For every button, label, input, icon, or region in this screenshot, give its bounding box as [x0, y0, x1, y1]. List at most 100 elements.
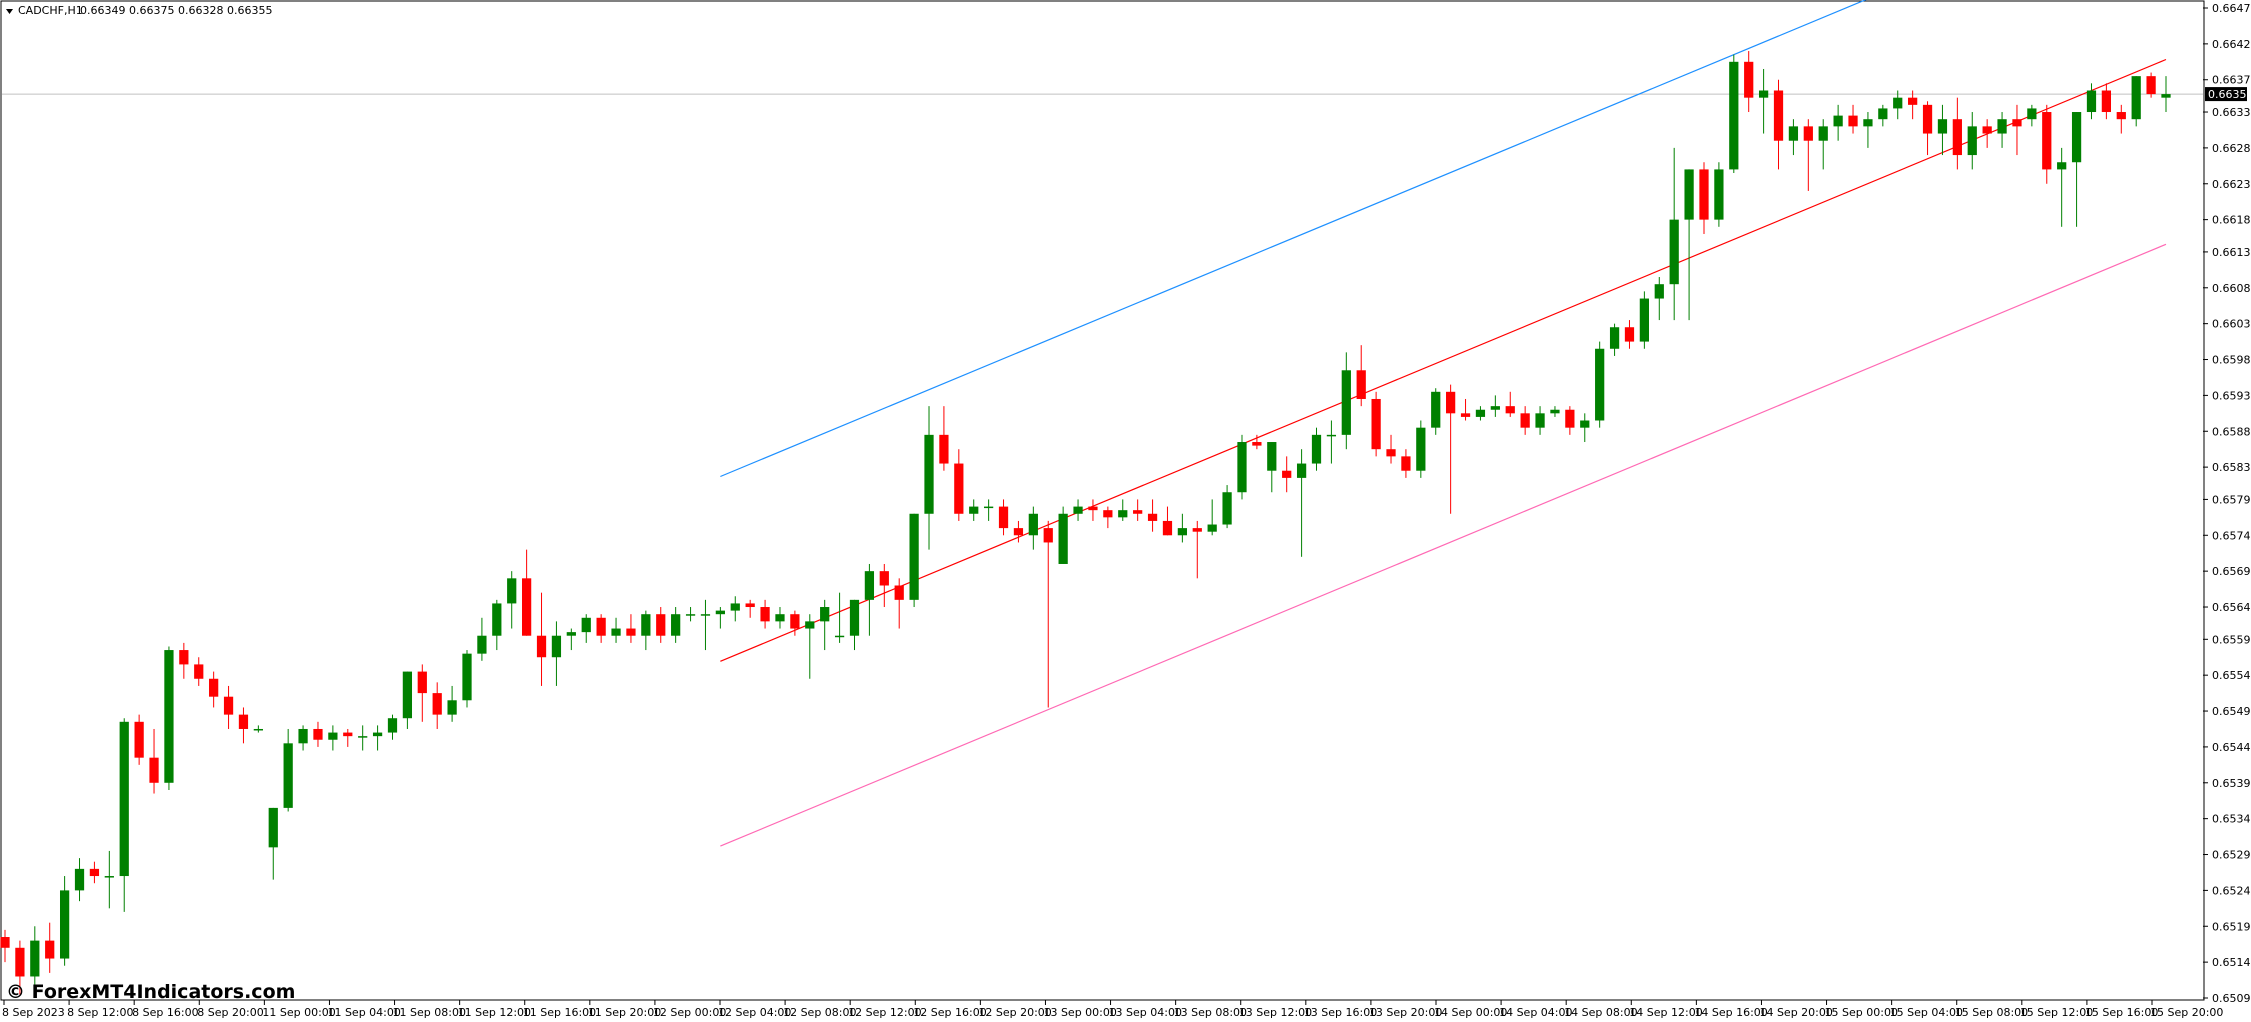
candle: [1833, 104, 1843, 141]
candle-body: [775, 614, 785, 622]
candle: [1773, 79, 1784, 170]
candle-body: [45, 940, 55, 959]
candle: [1729, 54, 1739, 173]
candle: [2131, 76, 2141, 127]
x-tick-label: 15 Sep 16:00: [2085, 1006, 2158, 1019]
candle: [0, 929, 10, 963]
candle: [1669, 147, 1679, 321]
candle: [1758, 68, 1769, 134]
candle: [492, 599, 502, 651]
candle-body: [1893, 97, 1903, 109]
candle: [775, 607, 785, 629]
candle: [1043, 520, 1053, 708]
candle-body: [566, 632, 576, 636]
candle: [894, 578, 904, 629]
candle-body: [1356, 370, 1366, 399]
candle-body: [1222, 492, 1232, 525]
candles-layer: [0, 51, 2171, 995]
candle: [1952, 97, 1962, 170]
candle: [1386, 434, 1396, 464]
candle-body: [1371, 398, 1381, 450]
candle: [1013, 520, 1024, 543]
candle: [328, 725, 338, 751]
candle: [1267, 442, 1277, 493]
candle-body: [89, 868, 100, 877]
candle: [462, 650, 472, 708]
candle: [313, 721, 323, 747]
candle: [15, 940, 25, 995]
channel-middle-line: [720, 58, 2167, 662]
candle: [522, 549, 532, 636]
y-tick-label: 0.66135: [2212, 246, 2251, 259]
candle-body: [1267, 442, 1277, 471]
candle-body: [358, 736, 368, 738]
y-tick-label: 0.65835: [2212, 461, 2251, 474]
candle: [507, 571, 517, 629]
candle: [909, 513, 919, 608]
x-tick-label: 12 Sep 04:00: [718, 1006, 791, 1019]
plot-frame: [0, 0, 2205, 1001]
candle: [268, 807, 278, 880]
candle: [1088, 499, 1098, 521]
x-tick-label: 11 Sep 00:00: [262, 1006, 335, 1019]
candle: [432, 682, 442, 729]
candle-body: [1192, 528, 1202, 532]
candle-body: [685, 614, 696, 616]
candle-body: [432, 693, 442, 715]
x-tick-label: 14 Sep 12:00: [1629, 1006, 1702, 1019]
candle: [253, 725, 263, 733]
candle-body: [2027, 108, 2037, 120]
candle: [1058, 506, 1068, 564]
candle-body: [328, 732, 338, 740]
candle: [1028, 506, 1038, 550]
ohlc-values: 0.66349 0.66375 0.66328 0.66355: [80, 4, 272, 17]
candle-body: [283, 743, 293, 808]
candle-body: [164, 650, 174, 783]
current-price-badge: [2205, 87, 2247, 102]
candle-body: [1982, 126, 1992, 134]
candle-body: [268, 807, 278, 848]
candle: [2042, 104, 2052, 184]
y-tick-label: 0.65985: [2212, 354, 2251, 367]
candle-body: [477, 635, 487, 654]
channel-lower-line: [720, 243, 2167, 847]
candle-body: [1118, 510, 1128, 518]
candle-body: [1341, 370, 1351, 435]
candle: [1356, 345, 1366, 407]
candle: [1147, 499, 1158, 532]
candle-body: [1967, 126, 1977, 156]
candle: [1863, 112, 1873, 148]
candle: [685, 607, 696, 622]
candle-body: [1162, 520, 1173, 536]
candle-body: [581, 617, 591, 633]
x-tick-label: 13 Sep 12:00: [1239, 1006, 1312, 1019]
candle: [2057, 147, 2067, 227]
candle-body: [1878, 108, 1888, 120]
x-tick-label: 11 Sep 08:00: [393, 1006, 466, 1019]
y-tick-label: 0.65245: [2212, 884, 2251, 897]
candle-body: [1922, 104, 1933, 134]
candle: [551, 621, 562, 686]
candle-body: [760, 607, 770, 622]
candle-body: [15, 947, 25, 977]
candle: [671, 607, 681, 643]
candle-body: [1058, 513, 1068, 564]
candle: [209, 671, 219, 708]
y-tick-label: 0.66375: [2212, 74, 2251, 87]
x-tick-label: 15 Sep 12:00: [2020, 1006, 2093, 1019]
candle: [283, 728, 293, 812]
candle-body: [2057, 162, 2067, 170]
x-tick-label: 14 Sep 16:00: [1694, 1006, 1767, 1019]
candle: [298, 725, 308, 751]
time-axis[interactable]: 8 Sep 2023 8 Sep 12:008 Sep 16:008 Sep 20…: [2, 1000, 2223, 1019]
candle-body: [0, 937, 10, 948]
watermark: © ForexMT4Indicators.com: [6, 981, 295, 1003]
candle: [1416, 420, 1426, 478]
candle-body: [30, 940, 40, 977]
